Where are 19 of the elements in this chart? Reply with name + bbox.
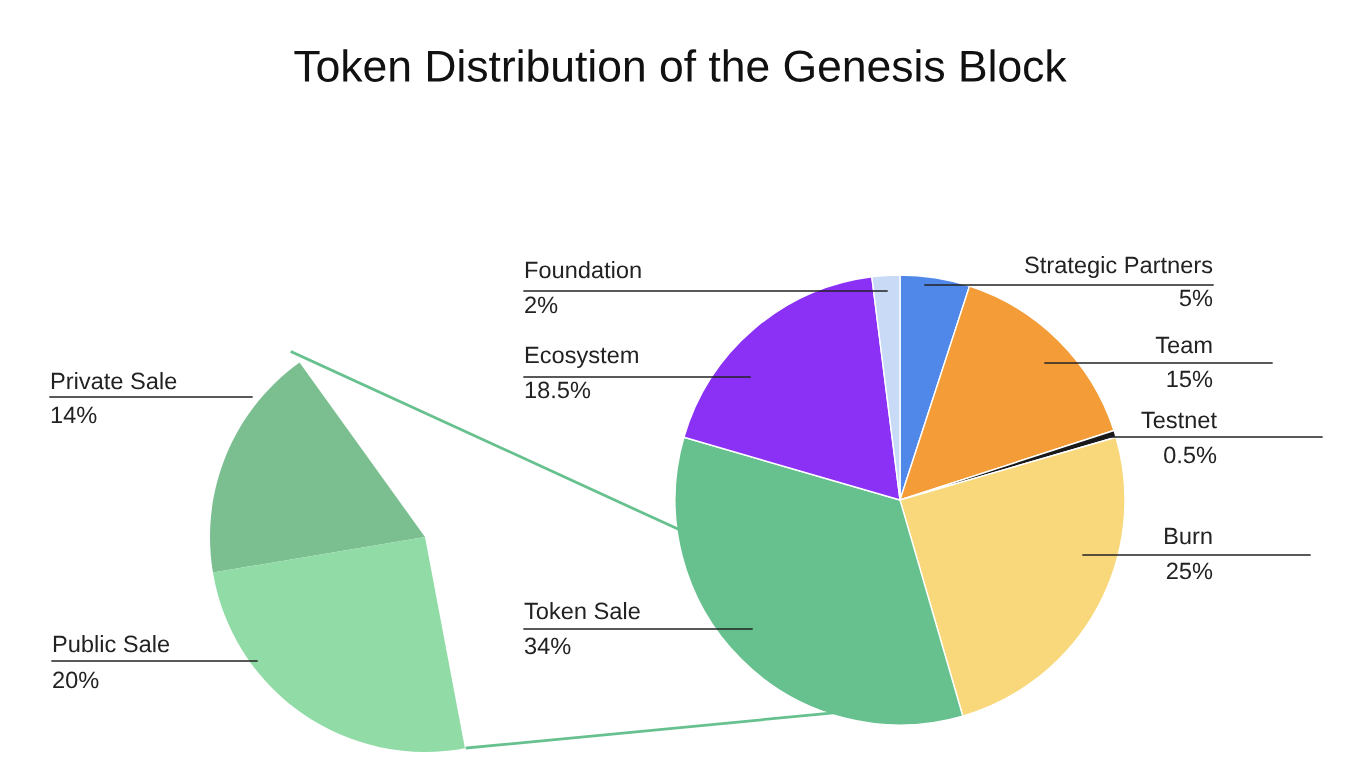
slice-label: Private Sale [51,371,177,390]
data-label: 18.5% [525,381,591,399]
data-label: 0.5% [1164,446,1217,464]
data-label: 15% [1167,370,1213,388]
data-label: 2% [525,296,558,314]
data-label: 5% [1179,289,1213,307]
data-label: 20% [53,671,99,689]
slice-label: Team [1155,336,1212,354]
data-label: 14% [51,406,97,424]
data-label: 25% [1166,562,1213,580]
slice-label: Strategic Partners [1025,256,1213,279]
slice-label: Token Sale [524,601,640,620]
slice-label: Ecosystem [525,346,638,369]
slice-label: Public Sale [53,634,170,653]
slice-label: Testnet [1141,411,1217,429]
slice-label: Burn [1165,527,1212,545]
slice-label: Foundation [525,261,641,279]
data-label: 34% [524,637,571,655]
chart-title: Token Distribution of the Genesis Block [294,49,1067,82]
